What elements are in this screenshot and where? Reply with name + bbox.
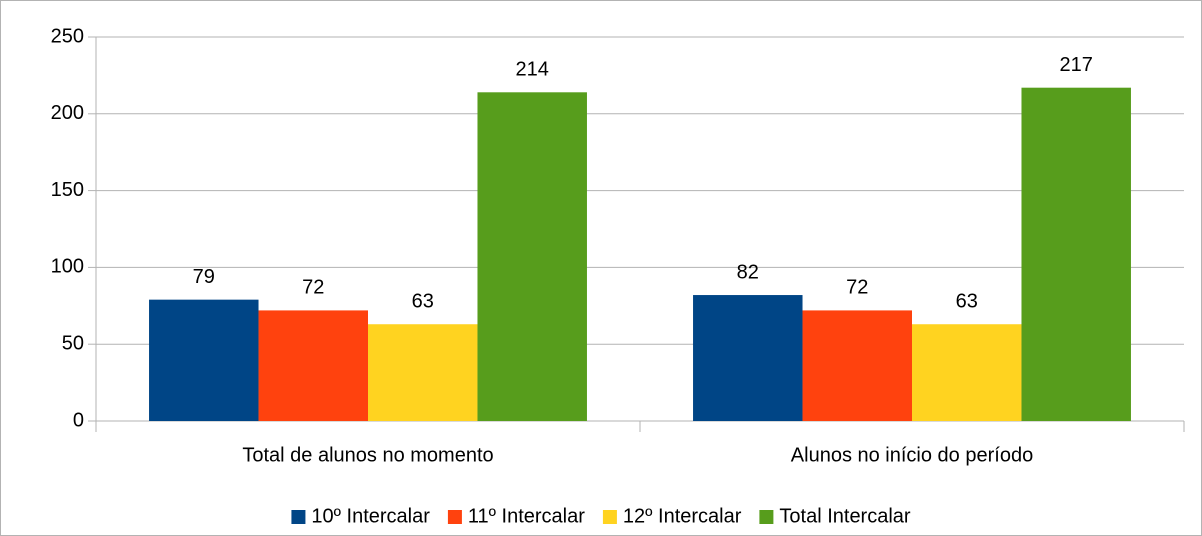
bar [693,295,803,421]
data-label: 72 [302,277,324,299]
legend-label: 10º Intercalar [311,505,430,527]
legend-swatch [291,510,306,524]
bar [802,310,912,421]
data-label: 79 [193,266,215,288]
bar [1021,87,1131,422]
bar [149,299,259,421]
data-label: 217 [1060,54,1093,76]
bar [368,324,478,421]
legend-label: 11º Intercalar [468,505,585,527]
y-tick-label: 200 [51,102,84,124]
bar [477,92,587,422]
legend-swatch [447,510,462,524]
y-tick-label: 100 [51,256,84,278]
data-label: 63 [412,291,434,313]
bar [258,310,368,421]
y-tick-label: 0 [73,409,84,431]
data-label: 214 [516,59,549,81]
legend: 10º Intercalar 11º Intercalar 12º Intercal… [291,505,911,527]
legend-label: Total Intercalar [779,505,911,527]
data-label: 63 [956,291,978,313]
x-tick-label: Alunos no início do período [791,444,1033,466]
data-label: 72 [846,277,868,299]
y-tick-label: 50 [62,332,84,354]
x-tick-label: Total de alunos no momento [242,444,493,466]
y-tick-label: 250 [51,25,84,47]
data-label: 82 [737,261,759,283]
legend-swatch [759,510,774,524]
legend-label: 12º Intercalar [623,505,742,527]
bar [912,324,1022,421]
legend-swatch [602,510,617,524]
y-tick-label: 150 [51,179,84,201]
